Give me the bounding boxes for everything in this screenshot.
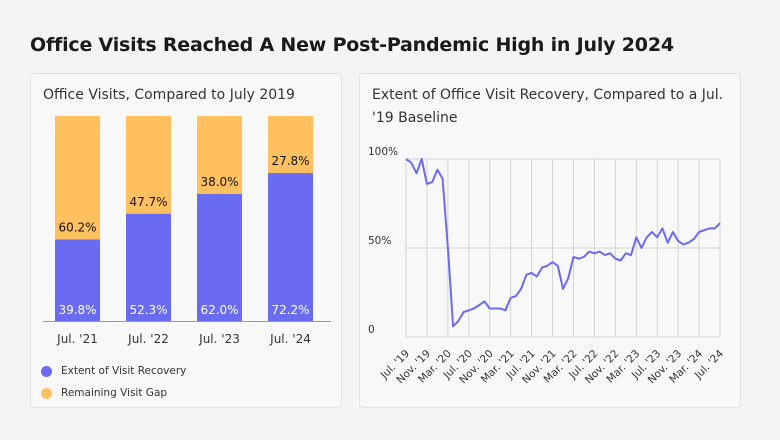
data-label-recovery: 72.2%	[271, 303, 309, 317]
bar-recovery	[197, 193, 242, 321]
x-tick-label: Jul. '24	[269, 332, 311, 346]
bar-gap	[197, 116, 242, 194]
bar-recovery	[55, 239, 100, 321]
legend-label-recovery: Extent of Visit Recovery	[61, 365, 187, 377]
x-tick-label: Jul. '23	[198, 332, 240, 346]
legend-swatch-gap	[41, 387, 52, 399]
legend-item-gap: Remaining Visit Gap	[41, 387, 167, 399]
legend-label-gap: Remaining Visit Gap	[61, 387, 168, 399]
bar-recovery	[268, 172, 313, 321]
line-chart-title: Extent of Office Visit Recovery, Compare…	[372, 87, 724, 126]
page-title: Office Visits Reached A New Post-Pandemi…	[30, 34, 674, 56]
bar-chart-title: Office Visits, Compared to July 2019	[43, 87, 295, 103]
legend-item-recovery: Extent of Visit Recovery	[41, 365, 186, 377]
y-tick-label: 0	[368, 324, 375, 336]
data-label-gap: 27.8%	[271, 154, 309, 168]
x-tick-label: Jul. '22	[127, 332, 169, 346]
bar-recovery	[126, 213, 171, 321]
data-label-gap: 38.0%	[200, 175, 238, 189]
bar-gap	[126, 116, 171, 214]
line-chart-panel: Extent of Office Visit Recovery, Compare…	[359, 73, 741, 408]
y-tick-label: 50%	[368, 235, 391, 247]
bar-gap	[268, 116, 313, 173]
legend-swatch-recovery	[41, 365, 52, 377]
series-line-recovery	[405, 158, 721, 328]
data-label-gap: 60.2%	[58, 220, 96, 234]
data-label-recovery: 39.8%	[58, 303, 96, 317]
data-label-gap: 47.7%	[129, 195, 167, 209]
bar-gap	[55, 116, 100, 240]
y-tick-label: 100%	[368, 146, 398, 158]
data-label-recovery: 62.0%	[200, 303, 238, 317]
x-tick-label: Jul. '21	[56, 332, 98, 346]
bar-chart: 60.2% 39.8% Jul. '21 47.7% 52.3% Jul. '22 38.0…	[43, 116, 331, 346]
data-label-recovery: 52.3%	[129, 303, 167, 317]
bar-chart-panel: Office Visits, Compared to July 2019 60.…	[30, 73, 342, 408]
